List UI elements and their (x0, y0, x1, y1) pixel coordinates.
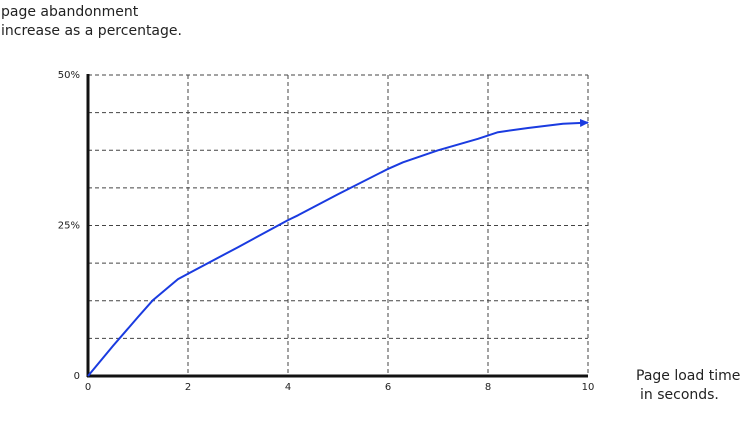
x-tick-label: 0 (85, 382, 91, 393)
axes (86, 74, 588, 378)
tick-labels: 0 2 4 6 8 10 0 25% 50% (58, 70, 595, 393)
y-axis-title-line-2: increase as a percentage. (1, 23, 182, 39)
y-tick-label: 0 (74, 371, 80, 382)
x-tick-label: 4 (285, 382, 291, 393)
x-axis-title-line-1: Page load time (636, 368, 741, 384)
x-tick-label: 2 (185, 382, 191, 393)
x-axis-title: Page load time in seconds. (636, 367, 740, 405)
y-axis-title: page abandonment increase as a percentag… (1, 3, 182, 41)
y-tick-label: 25% (58, 221, 80, 232)
series-group (87, 118, 589, 377)
x-tick-label: 6 (385, 382, 391, 393)
grid-lines (88, 74, 589, 376)
y-tick-label: 50% (58, 70, 80, 81)
x-tick-label: 8 (485, 382, 491, 393)
x-axis-title-line-2: in seconds. (640, 387, 719, 403)
series-line (87, 118, 589, 377)
y-axis-title-line-1: page abandonment (1, 4, 139, 20)
x-tick-label: 10 (582, 382, 595, 393)
